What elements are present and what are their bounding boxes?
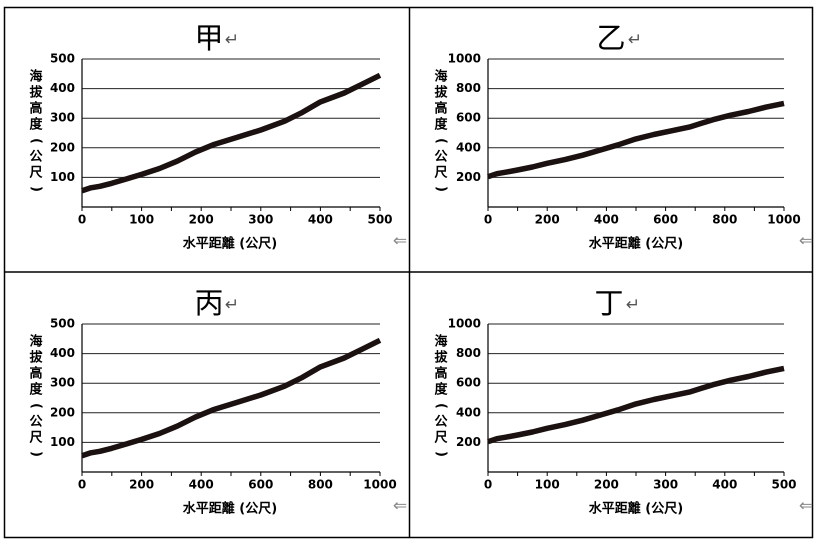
- panel-4-series-line: [487, 365, 785, 445]
- panel-1-y-axis-label-char: 度: [29, 117, 43, 133]
- panel-3-x-tick-label: 1000: [363, 478, 396, 492]
- panel-4-y-tick-label: 200: [456, 435, 481, 449]
- panel-3-x-tick-label: 400: [189, 478, 214, 492]
- panel-1-title: 甲: [194, 21, 223, 55]
- panel-3-x-tick-label: 600: [248, 478, 273, 492]
- panel-2-y-tick-label: 800: [456, 81, 481, 95]
- panel-1-x-tick-label: 0: [78, 213, 86, 227]
- panel-3-y-tick-label: 400: [50, 346, 75, 360]
- panel-2-x-tick-label: 200: [535, 213, 560, 227]
- panel-3-x-tick-label: 200: [129, 478, 154, 492]
- panel-4-y-axis-label-char: 尺: [434, 431, 447, 446]
- panel-1-x-axis-label: 水平距離 (公尺): [183, 236, 277, 252]
- panel-3-y-tick-label: 300: [50, 376, 75, 390]
- panel-4-y-axis-label-char: 度: [434, 382, 448, 398]
- panel-1-x-tick-label: 300: [248, 213, 273, 227]
- panel-3-return-mark: ↵: [225, 295, 239, 315]
- panel-2-series-line: [487, 100, 785, 180]
- panel-1-y-axis-label-char: 拔: [29, 85, 43, 101]
- panel-1-y-axis-label-char: ): [29, 186, 44, 192]
- panel-2-y-axis-label-char: 拔: [434, 85, 448, 101]
- panel-3-y-axis-label-char: ): [29, 451, 44, 457]
- panel-4-y-axis-label-char: 高: [434, 366, 447, 382]
- panel-3-y-axis-label-char: 海: [29, 334, 42, 350]
- panel-2-x-tick-label: 600: [653, 213, 678, 227]
- panel-4-y-tick-label: 600: [456, 376, 481, 390]
- panel-2-y-axis-label-char: 公: [434, 150, 447, 165]
- panel-4-x-tick-label: 0: [484, 478, 492, 492]
- panel-1-y-axis-label-char: 海: [29, 69, 42, 85]
- panel-1-arrow-mark: ⇐: [393, 231, 407, 251]
- panel-2-y-axis-label-char: (: [434, 138, 449, 144]
- panel-1-y-axis-label-char: (: [29, 138, 44, 144]
- panel-1-y-axis-label-char: 高: [29, 101, 42, 117]
- panel-2-x-axis-label: 水平距離 (公尺): [589, 236, 683, 252]
- panel-3-y-axis-label-char: 度: [29, 382, 43, 398]
- panel-2-x-tick-label: 1000: [767, 213, 800, 227]
- panel-4-x-axis-label: 水平距離 (公尺): [589, 501, 683, 517]
- panel-4-y-axis-label-char: 海: [434, 334, 447, 350]
- panel-3-arrow-mark: ⇐: [393, 496, 407, 516]
- panel-3-y-tick-label: 100: [50, 435, 75, 449]
- panel-1-y-tick-label: 500: [50, 52, 75, 66]
- panel-3-y-tick-label: 200: [50, 405, 75, 419]
- panel-3-x-tick-label: 800: [308, 478, 333, 492]
- panel-1-x-tick-label: 100: [129, 213, 154, 227]
- panel-2-x-tick-label: 800: [712, 213, 737, 227]
- panel-3-series-line: [81, 337, 382, 459]
- panel-4-x-tick-label: 400: [712, 478, 737, 492]
- panel-4-x-tick-label: 100: [535, 478, 560, 492]
- panel-2-y-axis-label-char: 尺: [434, 166, 447, 181]
- panel-1-y-tick-label: 200: [50, 140, 75, 154]
- panel-1-return-mark: ↵: [225, 30, 239, 50]
- panel-4-y-axis-label-char: 拔: [434, 350, 448, 366]
- panel-3-y-axis-label-char: 尺: [29, 431, 42, 446]
- panel-2-return-mark: ↵: [628, 30, 642, 50]
- panel-4-x-tick-label: 200: [594, 478, 619, 492]
- panel-4-y-axis-label-char: ): [434, 451, 449, 457]
- panel-1-y-tick-label: 400: [50, 81, 75, 95]
- panel-2-x-tick-label: 0: [484, 213, 492, 227]
- panel-3-x-tick-label: 0: [78, 478, 86, 492]
- panel-3-y-axis-label-char: (: [29, 403, 44, 409]
- panel-4-y-tick-label: 800: [456, 346, 481, 360]
- panel-2-y-tick-label: 1000: [448, 52, 481, 66]
- panel-2-y-axis-label-char: 度: [434, 117, 448, 133]
- panel-3-x-axis-label: 水平距離 (公尺): [183, 501, 277, 517]
- panel-3-y-axis-label-char: 拔: [29, 350, 43, 366]
- panel-4-x-tick-label: 300: [653, 478, 678, 492]
- panel-2-title: 乙: [596, 21, 625, 55]
- panel-1-y-axis-label-char: 尺: [29, 166, 42, 181]
- panel-1-y-axis-label-char: 公: [29, 150, 42, 165]
- panel-1-x-tick-label: 200: [189, 213, 214, 227]
- panel-4-y-axis-label-char: (: [434, 403, 449, 409]
- panel-3-title: 丙: [194, 286, 223, 320]
- panel-4-title: 丁: [594, 286, 623, 320]
- panel-3-y-axis-label-char: 高: [29, 366, 42, 382]
- panel-4-arrow-mark: ⇐: [799, 496, 813, 516]
- panel-2-y-axis-label-char: 海: [434, 69, 447, 85]
- panel-2-y-tick-label: 600: [456, 111, 481, 125]
- panel-4-return-mark: ↵: [626, 295, 640, 315]
- panel-3-y-axis-label-char: 公: [29, 415, 42, 430]
- panel-2-y-axis-label-char: 高: [434, 101, 447, 117]
- panel-1-x-tick-label: 400: [308, 213, 333, 227]
- panel-1-x-tick-label: 500: [367, 213, 392, 227]
- panel-4-y-axis-label-char: 公: [434, 415, 447, 430]
- panel-2-y-tick-label: 200: [456, 170, 481, 184]
- panel-3-y-tick-label: 500: [50, 317, 75, 331]
- panel-4-y-tick-label: 400: [456, 405, 481, 419]
- panel-1-series-line: [81, 72, 382, 194]
- panel-2-x-tick-label: 400: [594, 213, 619, 227]
- panel-1-y-tick-label: 100: [50, 170, 75, 184]
- panel-2-y-tick-label: 400: [456, 140, 481, 154]
- panel-1-y-tick-label: 300: [50, 111, 75, 125]
- panel-2-arrow-mark: ⇐: [799, 231, 813, 251]
- panel-4-y-tick-label: 1000: [448, 317, 481, 331]
- panel-4-x-tick-label: 500: [771, 478, 796, 492]
- panel-2-y-axis-label-char: ): [434, 186, 449, 192]
